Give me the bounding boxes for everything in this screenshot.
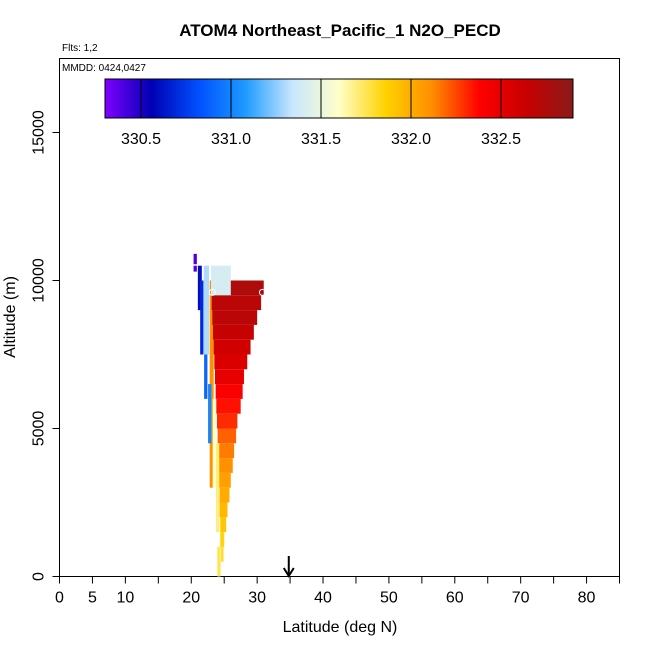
data-cell bbox=[212, 310, 258, 325]
dates-note: MMDD: 0424,0427 bbox=[62, 63, 146, 74]
data-cell bbox=[220, 517, 227, 533]
data-cell bbox=[218, 458, 233, 473]
x-tick-label: 80 bbox=[578, 590, 596, 607]
data-cells bbox=[193, 253, 264, 577]
x-tick-label: 70 bbox=[512, 590, 530, 607]
colorbar: 330.5 331.0 331.5 332.0 332.5 bbox=[104, 78, 574, 148]
data-cell bbox=[212, 398, 216, 488]
x-tick-label: 50 bbox=[380, 590, 398, 607]
colorbar-ticks: 330.5 331.0 331.5 332.0 332.5 bbox=[121, 79, 521, 148]
colorbar-tick-label: 330.5 bbox=[121, 131, 161, 148]
colorbar-tick-label: 332.0 bbox=[391, 131, 431, 148]
data-cell bbox=[219, 487, 230, 503]
x-tick-label: 40 bbox=[314, 590, 332, 607]
data-cell bbox=[209, 280, 214, 488]
data-cell bbox=[213, 324, 254, 340]
data-cell bbox=[208, 384, 212, 444]
data-cell bbox=[218, 472, 231, 488]
x-tick-label: 60 bbox=[446, 590, 464, 607]
data-cell bbox=[217, 443, 235, 459]
data-cell bbox=[220, 546, 224, 562]
data-cell bbox=[215, 443, 220, 533]
data-circle bbox=[258, 288, 266, 296]
data-cell bbox=[211, 265, 231, 296]
y-tick-label: 5000 bbox=[31, 411, 48, 447]
y-tick-label: 15000 bbox=[31, 110, 48, 155]
colorbar-gradient bbox=[104, 78, 574, 119]
flights-note: Flts: 1,2 bbox=[62, 43, 98, 54]
latitude-marker-arrow bbox=[282, 556, 295, 578]
x-tick-label: 0 bbox=[55, 590, 64, 607]
x-axis: 0 5 10 20 30 40 50 60 70 80 bbox=[55, 576, 620, 607]
data-cell bbox=[214, 369, 244, 385]
data-cell bbox=[215, 384, 243, 399]
data-cell bbox=[200, 280, 204, 355]
data-cell bbox=[213, 339, 251, 355]
y-axis: 0 5000 10000 15000 bbox=[31, 110, 60, 581]
data-cell bbox=[203, 265, 210, 355]
data-cell bbox=[220, 532, 225, 547]
data-cell bbox=[214, 354, 248, 370]
data-cell bbox=[217, 546, 221, 577]
data-cell bbox=[216, 398, 241, 414]
data-cell bbox=[193, 253, 197, 265]
data-cell bbox=[193, 265, 197, 272]
y-axis-label: Altitude (m) bbox=[2, 276, 19, 358]
x-tick-label: 5 bbox=[88, 590, 97, 607]
data-cell bbox=[219, 502, 228, 518]
arrow-head bbox=[282, 567, 295, 578]
x-tick-label: 10 bbox=[116, 590, 134, 607]
x-tick-label: 30 bbox=[248, 590, 266, 607]
data-cell bbox=[204, 339, 208, 399]
colorbar-tick-label: 331.0 bbox=[211, 131, 251, 148]
data-cell bbox=[211, 295, 262, 311]
data-circle bbox=[208, 288, 216, 296]
plot-frame bbox=[59, 58, 620, 577]
x-axis-label: Latitude (deg N) bbox=[283, 619, 398, 636]
y-tick-label: 0 bbox=[31, 572, 48, 581]
data-circles bbox=[208, 288, 266, 296]
chart-title: ATOM4 Northeast_Pacific_1 N2O_PECD bbox=[179, 21, 501, 40]
colorbar-tick-label: 331.5 bbox=[301, 131, 341, 148]
data-cell bbox=[197, 265, 202, 311]
data-cell bbox=[217, 428, 237, 444]
x-tick-label: 20 bbox=[182, 590, 200, 607]
colorbar-tick-label: 332.5 bbox=[481, 131, 521, 148]
data-cell bbox=[216, 413, 238, 429]
y-tick-label: 10000 bbox=[31, 258, 48, 303]
